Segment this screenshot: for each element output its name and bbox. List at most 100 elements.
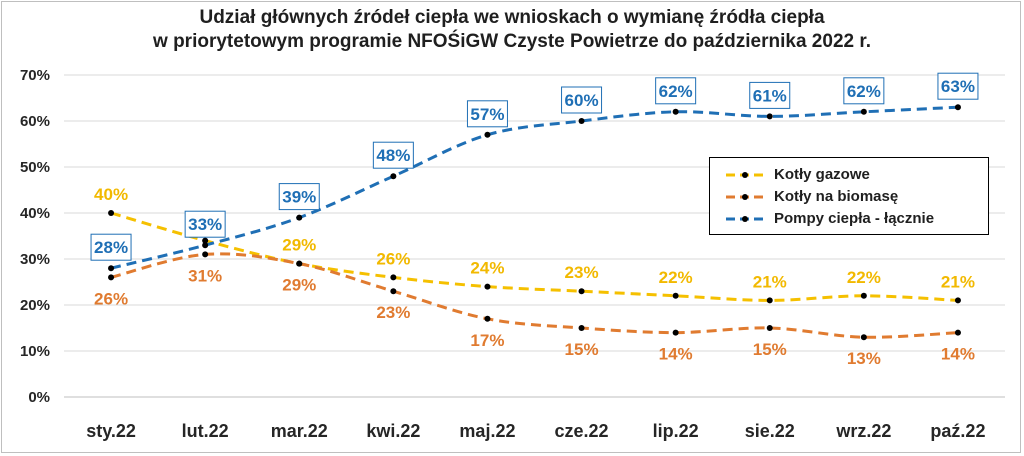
data-label-heat-pumps: 39% <box>282 188 316 207</box>
data-label-heat-pumps: 62% <box>847 82 881 101</box>
data-label-gas-boilers: 21% <box>753 272 787 291</box>
x-tick-label: cze.22 <box>555 421 609 441</box>
data-point-heat-pumps <box>860 108 867 115</box>
data-point-heat-pumps <box>390 173 397 180</box>
data-label-box-heat-pumps <box>843 77 885 105</box>
series-lines <box>110 105 959 339</box>
data-label-gas-boilers: 40% <box>94 185 128 204</box>
data-label-heat-pumps: 33% <box>188 215 222 234</box>
data-point-biomass-boilers <box>108 274 115 281</box>
data-point-biomass-boilers <box>390 288 397 295</box>
x-tick-label: sty.22 <box>86 421 136 441</box>
y-tick-label: 50% <box>20 159 50 176</box>
y-tick-label: 0% <box>28 389 50 406</box>
data-point-heat-pumps <box>954 104 961 111</box>
data-label-box-heat-pumps <box>466 100 508 128</box>
legend-item-heat-pumps: Pompy ciepła - łącznie <box>710 208 988 230</box>
data-label-box-heat-pumps <box>90 233 132 261</box>
data-label-gas-boilers: 23% <box>565 263 599 282</box>
data-label-heat-pumps: 57% <box>470 105 504 124</box>
x-tick-label: lip.22 <box>653 421 699 441</box>
data-label-biomass-boilers: 17% <box>470 331 504 350</box>
x-tick-label: maj.22 <box>459 421 515 441</box>
data-point-biomass-boilers <box>484 315 491 322</box>
data-label-biomass-boilers: 14% <box>941 345 975 364</box>
data-point-heat-pumps <box>108 265 115 272</box>
series-points <box>108 104 961 341</box>
data-point-gas-boilers <box>860 292 867 299</box>
data-label-box-heat-pumps <box>749 81 791 109</box>
x-tick-label: mar.22 <box>271 421 328 441</box>
legend-marker-biomass-boilers <box>742 194 748 200</box>
chart-title: Udział głównych źródeł ciepła we wnioska… <box>0 6 1024 54</box>
data-label-biomass-boilers: 13% <box>847 349 881 368</box>
data-label-gas-boilers: 29% <box>282 236 316 255</box>
data-point-biomass-boilers <box>296 260 303 267</box>
legend-swatch-gas-boilers <box>726 172 764 178</box>
data-label-gas-boilers: 22% <box>659 268 693 287</box>
y-tick-label: 20% <box>20 297 50 314</box>
data-point-biomass-boilers <box>202 251 209 258</box>
data-point-gas-boilers <box>954 297 961 304</box>
legend-label-gas-boilers: Kotły gazowe <box>774 166 870 183</box>
legend-marker-gas-boilers <box>742 172 748 178</box>
data-point-biomass-boilers <box>954 329 961 336</box>
legend-label-heat-pumps: Pompy ciepła - łącznie <box>774 210 935 227</box>
x-tick-label: kwi.22 <box>366 421 420 441</box>
data-point-gas-boilers <box>672 292 679 299</box>
data-label-heat-pumps: 28% <box>94 238 128 257</box>
data-label-heat-pumps: 60% <box>565 91 599 110</box>
data-label-box-heat-pumps <box>278 183 320 211</box>
series-line-biomass-boilers <box>110 252 959 339</box>
data-label-heat-pumps: 62% <box>659 82 693 101</box>
x-tick-label: sie.22 <box>745 421 795 441</box>
series-line-gas-boilers <box>110 211 959 302</box>
data-label-biomass-boilers: 15% <box>753 340 787 359</box>
series-line-heat-pumps <box>110 105 959 270</box>
x-tick-label: lut.22 <box>182 421 229 441</box>
data-point-heat-pumps <box>484 131 491 138</box>
chart-title-line-1: Udział głównych źródeł ciepła we wnioska… <box>199 7 825 28</box>
data-label-gas-boilers: 22% <box>847 268 881 287</box>
data-label-heat-pumps: 61% <box>753 86 787 105</box>
data-point-gas-boilers <box>484 283 491 290</box>
data-labels: 40%34%29%26%24%23%22%21%22%21%26%31%29%2… <box>90 72 979 368</box>
legend-swatch-biomass-boilers <box>726 194 764 200</box>
legend-swatch-heat-pumps <box>726 216 764 222</box>
data-point-biomass-boilers <box>860 334 867 341</box>
data-point-biomass-boilers <box>766 325 773 331</box>
data-label-heat-pumps: 48% <box>376 146 410 165</box>
chart-title-line-2: w priorytetowym programie NFOŚiGW Czyste… <box>153 31 871 52</box>
x-tick-label: paź.22 <box>930 421 985 441</box>
y-tick-label: 70% <box>20 67 50 84</box>
data-label-biomass-boilers: 23% <box>376 303 410 322</box>
data-label-heat-pumps: 63% <box>941 77 975 96</box>
data-point-gas-boilers <box>202 237 209 244</box>
data-point-heat-pumps <box>202 242 209 249</box>
data-point-biomass-boilers <box>672 329 679 336</box>
data-label-box-heat-pumps <box>372 141 414 169</box>
data-point-heat-pumps <box>578 118 585 124</box>
data-label-gas-boilers: 26% <box>376 249 410 268</box>
y-axis-labels: 0% 10% 20% 30% 40% 50% 60% 70% <box>20 67 50 406</box>
data-point-heat-pumps <box>672 108 679 115</box>
legend: Kotły gazowe Kotły na biomasę Pompy ciep… <box>709 157 989 235</box>
data-label-box-heat-pumps <box>561 86 603 114</box>
data-point-gas-boilers <box>390 274 397 281</box>
y-tick-label: 10% <box>20 343 50 360</box>
data-label-biomass-boilers: 31% <box>188 266 222 285</box>
x-tick-label: wrz.22 <box>835 421 891 441</box>
data-point-gas-boilers <box>578 288 585 295</box>
legend-marker-heat-pumps <box>742 216 748 222</box>
legend-label-biomass-boilers: Kotły na biomasę <box>774 188 899 205</box>
data-label-biomass-boilers: 26% <box>94 289 128 308</box>
data-point-biomass-boilers <box>578 325 585 331</box>
data-label-gas-boilers: 21% <box>941 272 975 291</box>
data-label-biomass-boilers: 29% <box>282 276 316 295</box>
data-point-gas-boilers <box>766 297 773 304</box>
data-label-gas-boilers: 24% <box>470 259 504 278</box>
data-label-box-heat-pumps <box>937 72 979 100</box>
data-point-heat-pumps <box>296 214 303 221</box>
data-label-biomass-boilers: 14% <box>659 345 693 364</box>
legend-item-gas-boilers: Kotły gazowe <box>710 164 988 186</box>
